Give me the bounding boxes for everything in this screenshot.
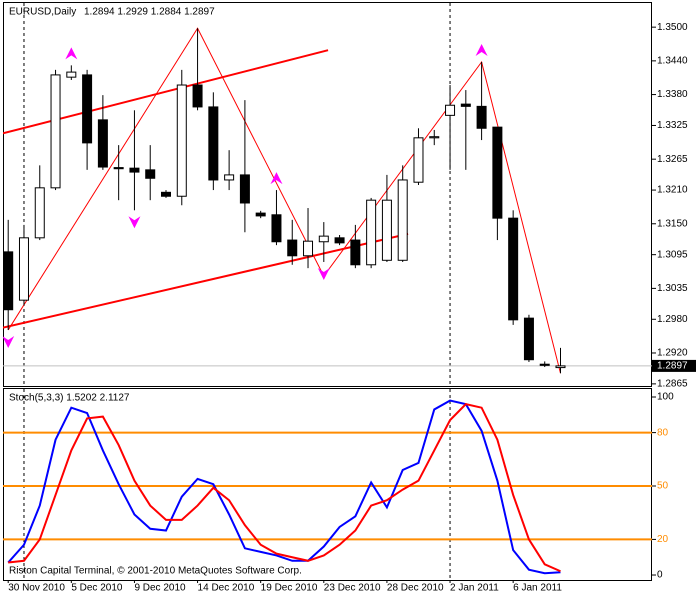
candle-body bbox=[3, 251, 14, 311]
x-tick-label: 6 Jan 2011 bbox=[513, 583, 562, 594]
fractal-up bbox=[270, 172, 283, 185]
main-plot bbox=[3, 3, 652, 385]
candle-body bbox=[539, 363, 550, 366]
stoch-line bbox=[8, 403, 561, 573]
x-tick-label: 5 Dec 2010 bbox=[71, 583, 123, 594]
candle-body bbox=[82, 74, 93, 144]
candle-body bbox=[366, 199, 377, 266]
candle-body bbox=[429, 136, 440, 139]
fractal-up bbox=[65, 47, 78, 60]
x-tick-label: 28 Dec 2010 bbox=[387, 583, 444, 594]
x-tick-label: 19 Dec 2010 bbox=[261, 583, 318, 594]
candle-body bbox=[161, 191, 171, 197]
y-tick-label: 1.3035 bbox=[657, 283, 688, 294]
y-tick-label: 20 bbox=[657, 534, 669, 545]
candle-body bbox=[350, 239, 361, 266]
candle-body bbox=[271, 214, 282, 243]
y-tick-label: 1.3325 bbox=[657, 120, 688, 131]
main-panel bbox=[3, 2, 652, 387]
candle-body bbox=[239, 174, 250, 204]
candle-body bbox=[208, 106, 219, 181]
y-tick-label: 100 bbox=[657, 392, 674, 403]
candle-body bbox=[34, 187, 45, 239]
candle-body bbox=[129, 167, 140, 173]
candle-body bbox=[176, 84, 187, 197]
stoch-title: Stoch(5,3,3) 1.5202 2.1127 bbox=[9, 393, 130, 404]
candle-body bbox=[334, 237, 345, 244]
labels: EURUSD,Daily 1.2894 1.2929 1.2884 1.2897… bbox=[7, 7, 696, 594]
candle-body bbox=[303, 240, 314, 257]
candle-body bbox=[397, 179, 408, 261]
candle-body bbox=[492, 126, 503, 219]
x-tick-label: 2 Jan 2011 bbox=[450, 583, 499, 594]
ohlc-header: 1.2894 1.2929 1.2884 1.2897 bbox=[84, 7, 215, 18]
y-tick-label: 80 bbox=[657, 427, 669, 438]
candle-body bbox=[287, 239, 298, 257]
fractal-down bbox=[128, 216, 141, 229]
candle-body bbox=[97, 119, 108, 168]
y-tick-label: 1.3095 bbox=[657, 249, 688, 260]
y-tick-label: 1.2980 bbox=[657, 314, 688, 325]
x-tick-label: 9 Dec 2010 bbox=[134, 583, 186, 594]
y-tick-label: 1.3265 bbox=[657, 154, 688, 165]
y-tick-label: 1.2865 bbox=[657, 379, 688, 390]
stoch-line bbox=[7, 399, 561, 575]
fractal-down bbox=[317, 267, 330, 280]
y-tick-label: 50 bbox=[657, 481, 669, 492]
y-tick-label: 1.3210 bbox=[657, 185, 688, 196]
last-price-box bbox=[652, 359, 696, 372]
footer: Riston Capital Terminal, © 2001-2010 Met… bbox=[9, 566, 302, 577]
stoch-panel bbox=[3, 388, 652, 581]
fractal-down bbox=[3, 335, 15, 348]
candle-body bbox=[255, 212, 266, 217]
symbol-title: EURUSD,Daily bbox=[9, 7, 76, 18]
x-tick-label: 30 Nov 2010 bbox=[8, 583, 65, 594]
y-tick-label: 0 bbox=[657, 570, 663, 581]
last-price-label: 1.2897 bbox=[657, 361, 688, 372]
x-tick-label: 23 Dec 2010 bbox=[324, 583, 381, 594]
fractal-up bbox=[475, 43, 488, 56]
candle-body bbox=[192, 84, 203, 108]
candle-body bbox=[460, 103, 471, 107]
y-tick-label: 1.3150 bbox=[657, 218, 688, 229]
y-tick-label: 1.3380 bbox=[657, 89, 688, 100]
candle-body bbox=[318, 235, 329, 243]
candle-body bbox=[50, 74, 61, 189]
candle-body bbox=[555, 365, 566, 369]
y-tick-label: 1.3440 bbox=[657, 56, 688, 67]
stoch-plot bbox=[3, 389, 652, 580]
x-tick-label: 14 Dec 2010 bbox=[198, 583, 255, 594]
candle-body bbox=[145, 169, 156, 179]
candle-body bbox=[224, 174, 235, 181]
candle-body bbox=[476, 105, 487, 129]
candle-body bbox=[18, 237, 29, 301]
candle-body bbox=[381, 199, 392, 261]
candle-body bbox=[113, 167, 124, 170]
y-tick-label: 1.3500 bbox=[657, 22, 688, 33]
channel-line bbox=[3, 232, 409, 329]
candle-body bbox=[523, 317, 534, 361]
candle-body bbox=[508, 217, 519, 321]
y-tick-label: 1.2920 bbox=[657, 348, 688, 359]
candle-body bbox=[413, 137, 424, 183]
candle-body bbox=[445, 104, 456, 116]
candle-body bbox=[66, 71, 77, 78]
